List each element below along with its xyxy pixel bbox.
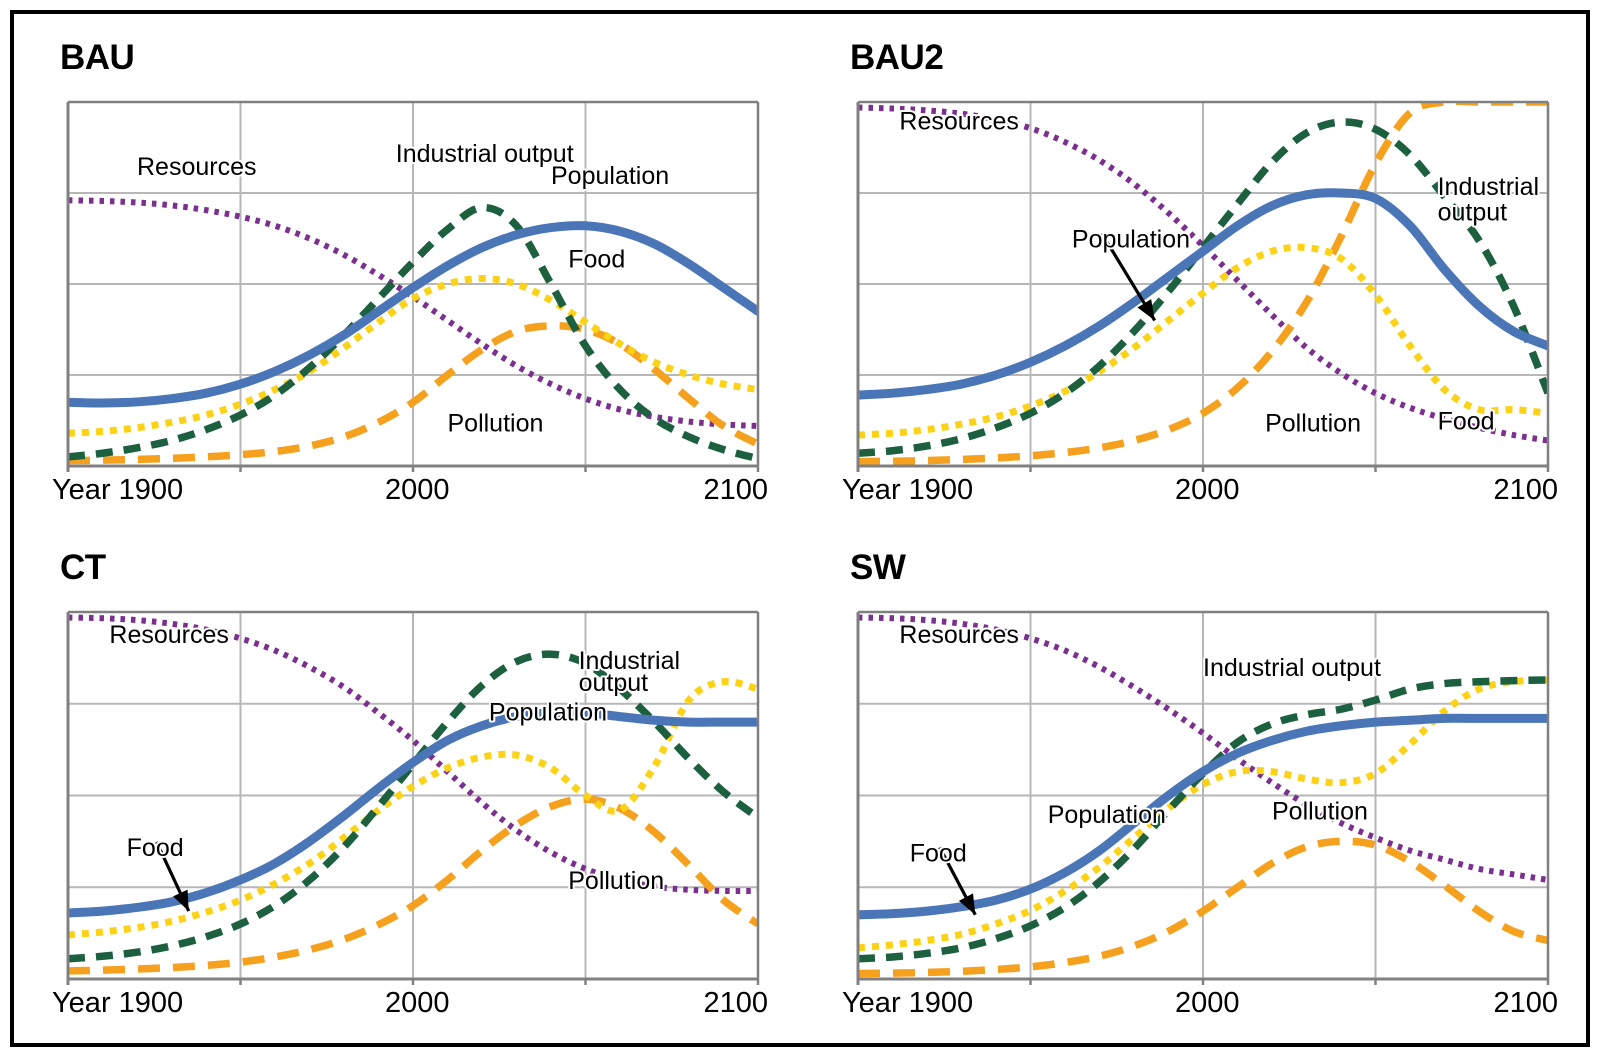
curve-label-food: Food	[568, 246, 625, 274]
x-axis-labels-ct: Year 1900 2000 2100	[52, 989, 768, 1029]
chart-svg-sw: Resources Industrial output Population Food…	[856, 610, 1550, 985]
series-line-pollution	[68, 322, 758, 465]
curve-label-population: Population	[1048, 801, 1166, 829]
curve-label-output: output	[1438, 198, 1508, 226]
x-tick-1900: Year 1900	[52, 474, 184, 506]
annotation-arrow	[155, 841, 191, 912]
curve-label-output: output	[579, 669, 649, 697]
curve-label-industrial-output: Industrial output	[396, 140, 574, 168]
series-line-resources	[858, 104, 1548, 444]
curve-label-pollution: Pollution	[568, 867, 664, 895]
series-line-industrial-output	[68, 650, 758, 963]
curve-label-resources: Resources	[899, 621, 1019, 649]
series-line-population	[858, 188, 1548, 400]
panel-title-bau2: BAU2	[850, 38, 944, 77]
series-line-food	[68, 275, 758, 437]
curve-label-resources: Resources	[137, 153, 257, 181]
panel-bau2: BAU2 Resources Population Industrial output…	[804, 14, 1594, 524]
curve-label-industrial: Industrial	[579, 647, 680, 675]
x-axis-labels-bau: Year 1900 2000 2100	[52, 476, 768, 516]
panel-title-bau: BAU	[60, 38, 135, 77]
x-tick-2100: 2100	[1493, 987, 1558, 1019]
figure-frame: BAU Resources Industrial output Population…	[10, 10, 1590, 1047]
series-line-resources	[68, 614, 758, 894]
series-line-pollution	[858, 837, 1548, 978]
curve-label-food: Food	[910, 840, 967, 868]
plot-area-sw: Resources Industrial output Population Food…	[850, 607, 1550, 985]
plot-area-ct: Resources Industrial output Population Food P…	[60, 607, 760, 985]
panel-title-ct: CT	[60, 548, 106, 587]
plot-area-bau2: Resources Population Industrial output Pollu…	[850, 97, 1550, 472]
curve-label-resources: Resources	[899, 107, 1019, 135]
curve-label-pollution: Pollution	[1265, 409, 1361, 437]
curve-label-population: Population	[551, 162, 669, 190]
series-line-industrial-output	[68, 203, 758, 463]
x-tick-2000: 2000	[1175, 987, 1240, 1019]
x-tick-1900: Year 1900	[52, 987, 184, 1019]
curve-label-pollution: Pollution	[448, 409, 544, 437]
x-tick-1900: Year 1900	[842, 987, 974, 1019]
series-line-food	[858, 243, 1548, 439]
x-axis-labels-bau2: Year 1900 2000 2100	[842, 476, 1558, 516]
annotation-arrow	[938, 846, 977, 916]
x-tick-2100: 2100	[1493, 474, 1558, 506]
x-tick-1900: Year 1900	[842, 474, 974, 506]
curve-label-industrial: Industrial	[1438, 173, 1539, 201]
annotation-arrow	[1100, 232, 1157, 322]
x-axis-labels-sw: Year 1900 2000 2100	[842, 989, 1558, 1029]
curve-label-resources: Resources	[109, 621, 228, 649]
series-line-population	[68, 221, 758, 408]
plot-area-bau: Resources Industrial output Population Food…	[60, 97, 760, 472]
series-line-food	[68, 677, 758, 939]
curve-label-pollution: Pollution	[1272, 797, 1368, 825]
x-tick-2100: 2100	[703, 987, 768, 1019]
x-tick-2000: 2000	[385, 474, 450, 506]
curve-label-food: Food	[127, 834, 184, 862]
curve-label-population: Population	[1072, 226, 1190, 254]
panel-bau: BAU Resources Industrial output Population…	[14, 14, 804, 524]
x-tick-2100: 2100	[703, 474, 768, 506]
panel-title-sw: SW	[850, 548, 906, 587]
panel-ct: CT Resources Industrial output Population Fo…	[14, 524, 804, 1051]
x-tick-2000: 2000	[1175, 474, 1240, 506]
curve-label-food: Food	[1438, 408, 1495, 436]
series-line-pollution	[858, 102, 1548, 466]
panel-grid: BAU Resources Industrial output Population…	[14, 14, 1594, 1051]
x-tick-2000: 2000	[385, 987, 450, 1019]
series-line-pollution	[68, 795, 758, 975]
curve-label-industrial-output: Industrial output	[1203, 654, 1381, 682]
panel-sw: SW Resources Industrial output Population F…	[804, 524, 1594, 1051]
curve-label-population: Population	[489, 698, 607, 726]
